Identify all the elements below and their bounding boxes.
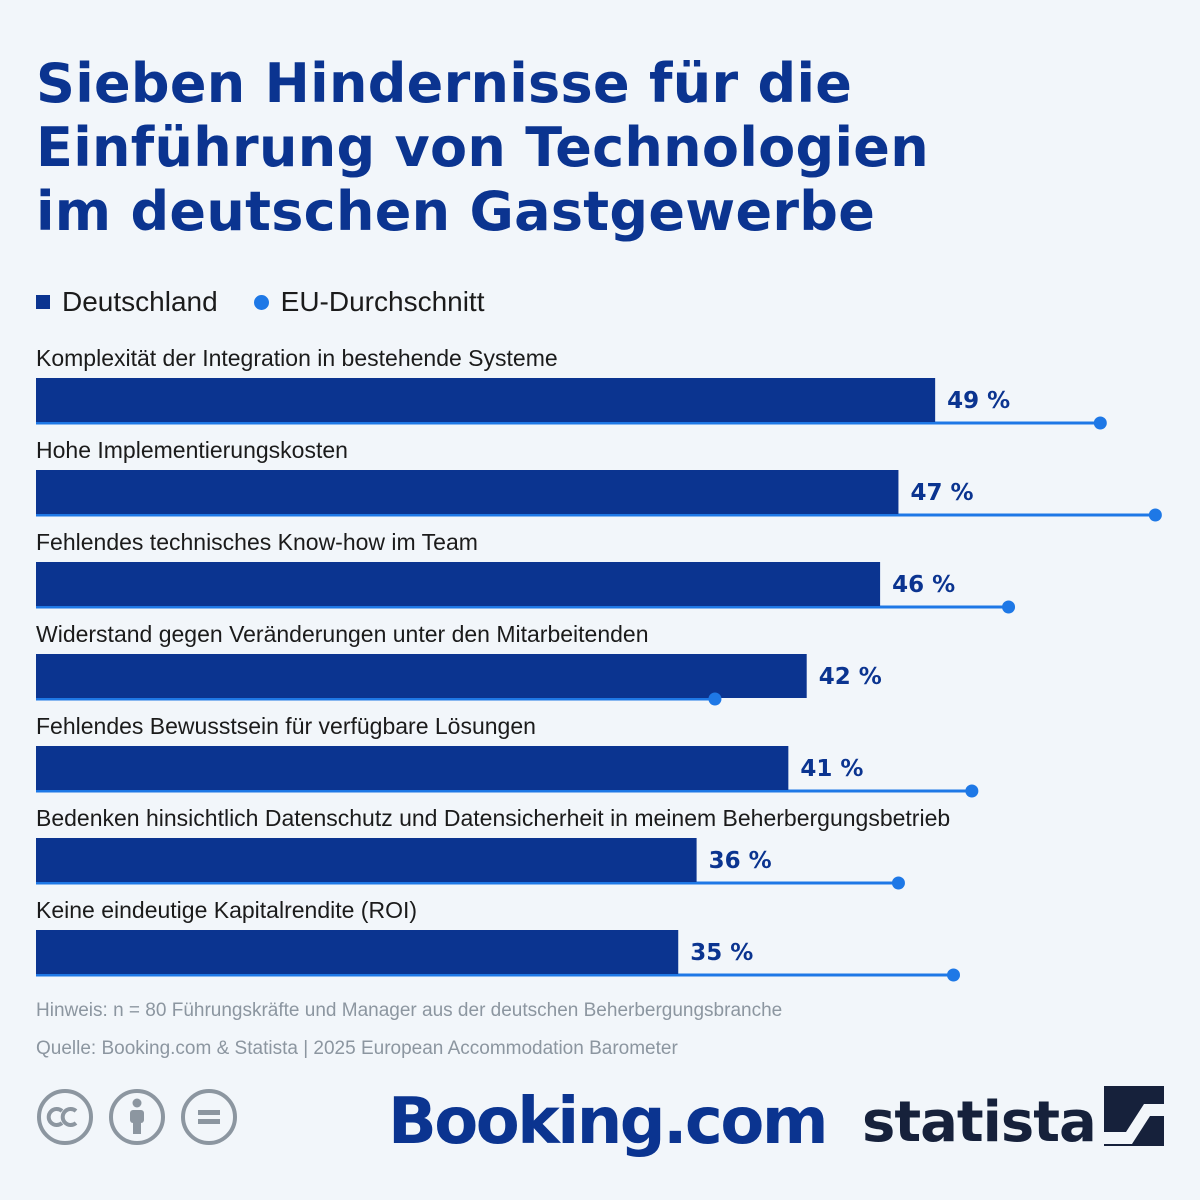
germany-bar	[36, 930, 679, 974]
legend-dot-icon	[253, 294, 269, 310]
value-label: 49 %	[947, 388, 1010, 414]
eu-point	[1002, 600, 1016, 614]
category-label: Hohe Implementierungskosten	[36, 437, 348, 463]
statista-logo: statista	[862, 1090, 1097, 1155]
category-label: Fehlendes technisches Know-how im Team	[36, 529, 478, 555]
germany-bar	[36, 838, 697, 882]
germany-bar	[36, 654, 807, 698]
no-derivatives-icon[interactable]	[180, 1088, 238, 1146]
legend-item-eu: EU-Durchschnitt	[253, 286, 485, 318]
eu-point	[1148, 508, 1162, 522]
chart-title: Sieben Hindernisse für die Einführung vo…	[36, 52, 1156, 244]
legend-label-germany: Deutschland	[62, 286, 218, 317]
legend: Deutschland EU-Durchschnitt	[36, 282, 521, 322]
category-label: Komplexität der Integration in bestehend…	[36, 345, 558, 371]
license-icons	[36, 1088, 252, 1146]
legend-label-eu: EU-Durchschnitt	[280, 286, 485, 317]
category-label: Fehlendes Bewusstsein für verfügbare Lös…	[36, 713, 536, 739]
eu-point	[965, 784, 979, 798]
eu-point	[708, 692, 722, 706]
germany-bar	[36, 378, 936, 422]
attribution-icon[interactable]	[108, 1088, 166, 1146]
category-label: Bedenken hinsichtlich Datenschutz und Da…	[36, 805, 950, 831]
creative-commons-icon[interactable]	[36, 1088, 94, 1146]
value-label: 47 %	[910, 480, 973, 506]
value-label: 46 %	[892, 572, 955, 598]
title-line: Sieben Hindernisse für die	[36, 52, 853, 115]
value-label: 41 %	[800, 756, 863, 782]
category-label: Widerstand gegen Veränderungen unter den…	[36, 621, 649, 647]
title-line: Einführung von Technologien	[36, 116, 929, 179]
germany-bar	[36, 470, 899, 514]
eu-point	[1093, 416, 1107, 430]
title-line: im deutschen Gastgewerbe	[36, 180, 876, 243]
germany-bar	[36, 746, 789, 790]
germany-bar	[36, 562, 881, 606]
legend-item-germany: Deutschland	[36, 286, 218, 318]
value-label: 35 %	[690, 940, 753, 966]
eu-point	[891, 876, 905, 890]
statista-logo-icon	[1104, 1086, 1164, 1146]
eu-point	[947, 968, 960, 982]
source-text: Quelle: Booking.com & Statista | 2025 Eu…	[36, 1038, 678, 1059]
booking-logo: Booking.com	[388, 1085, 829, 1159]
note-text: Hinweis: n = 80 Führungskräfte und Manag…	[36, 1000, 783, 1021]
value-label: 42 %	[819, 664, 882, 690]
value-label: 36 %	[709, 848, 772, 874]
legend-square-icon	[36, 295, 50, 309]
category-label: Keine eindeutige Kapitalrendite (ROI)	[36, 897, 417, 923]
bar-chart: Komplexität der Integration in bestehend…	[36, 345, 1162, 982]
